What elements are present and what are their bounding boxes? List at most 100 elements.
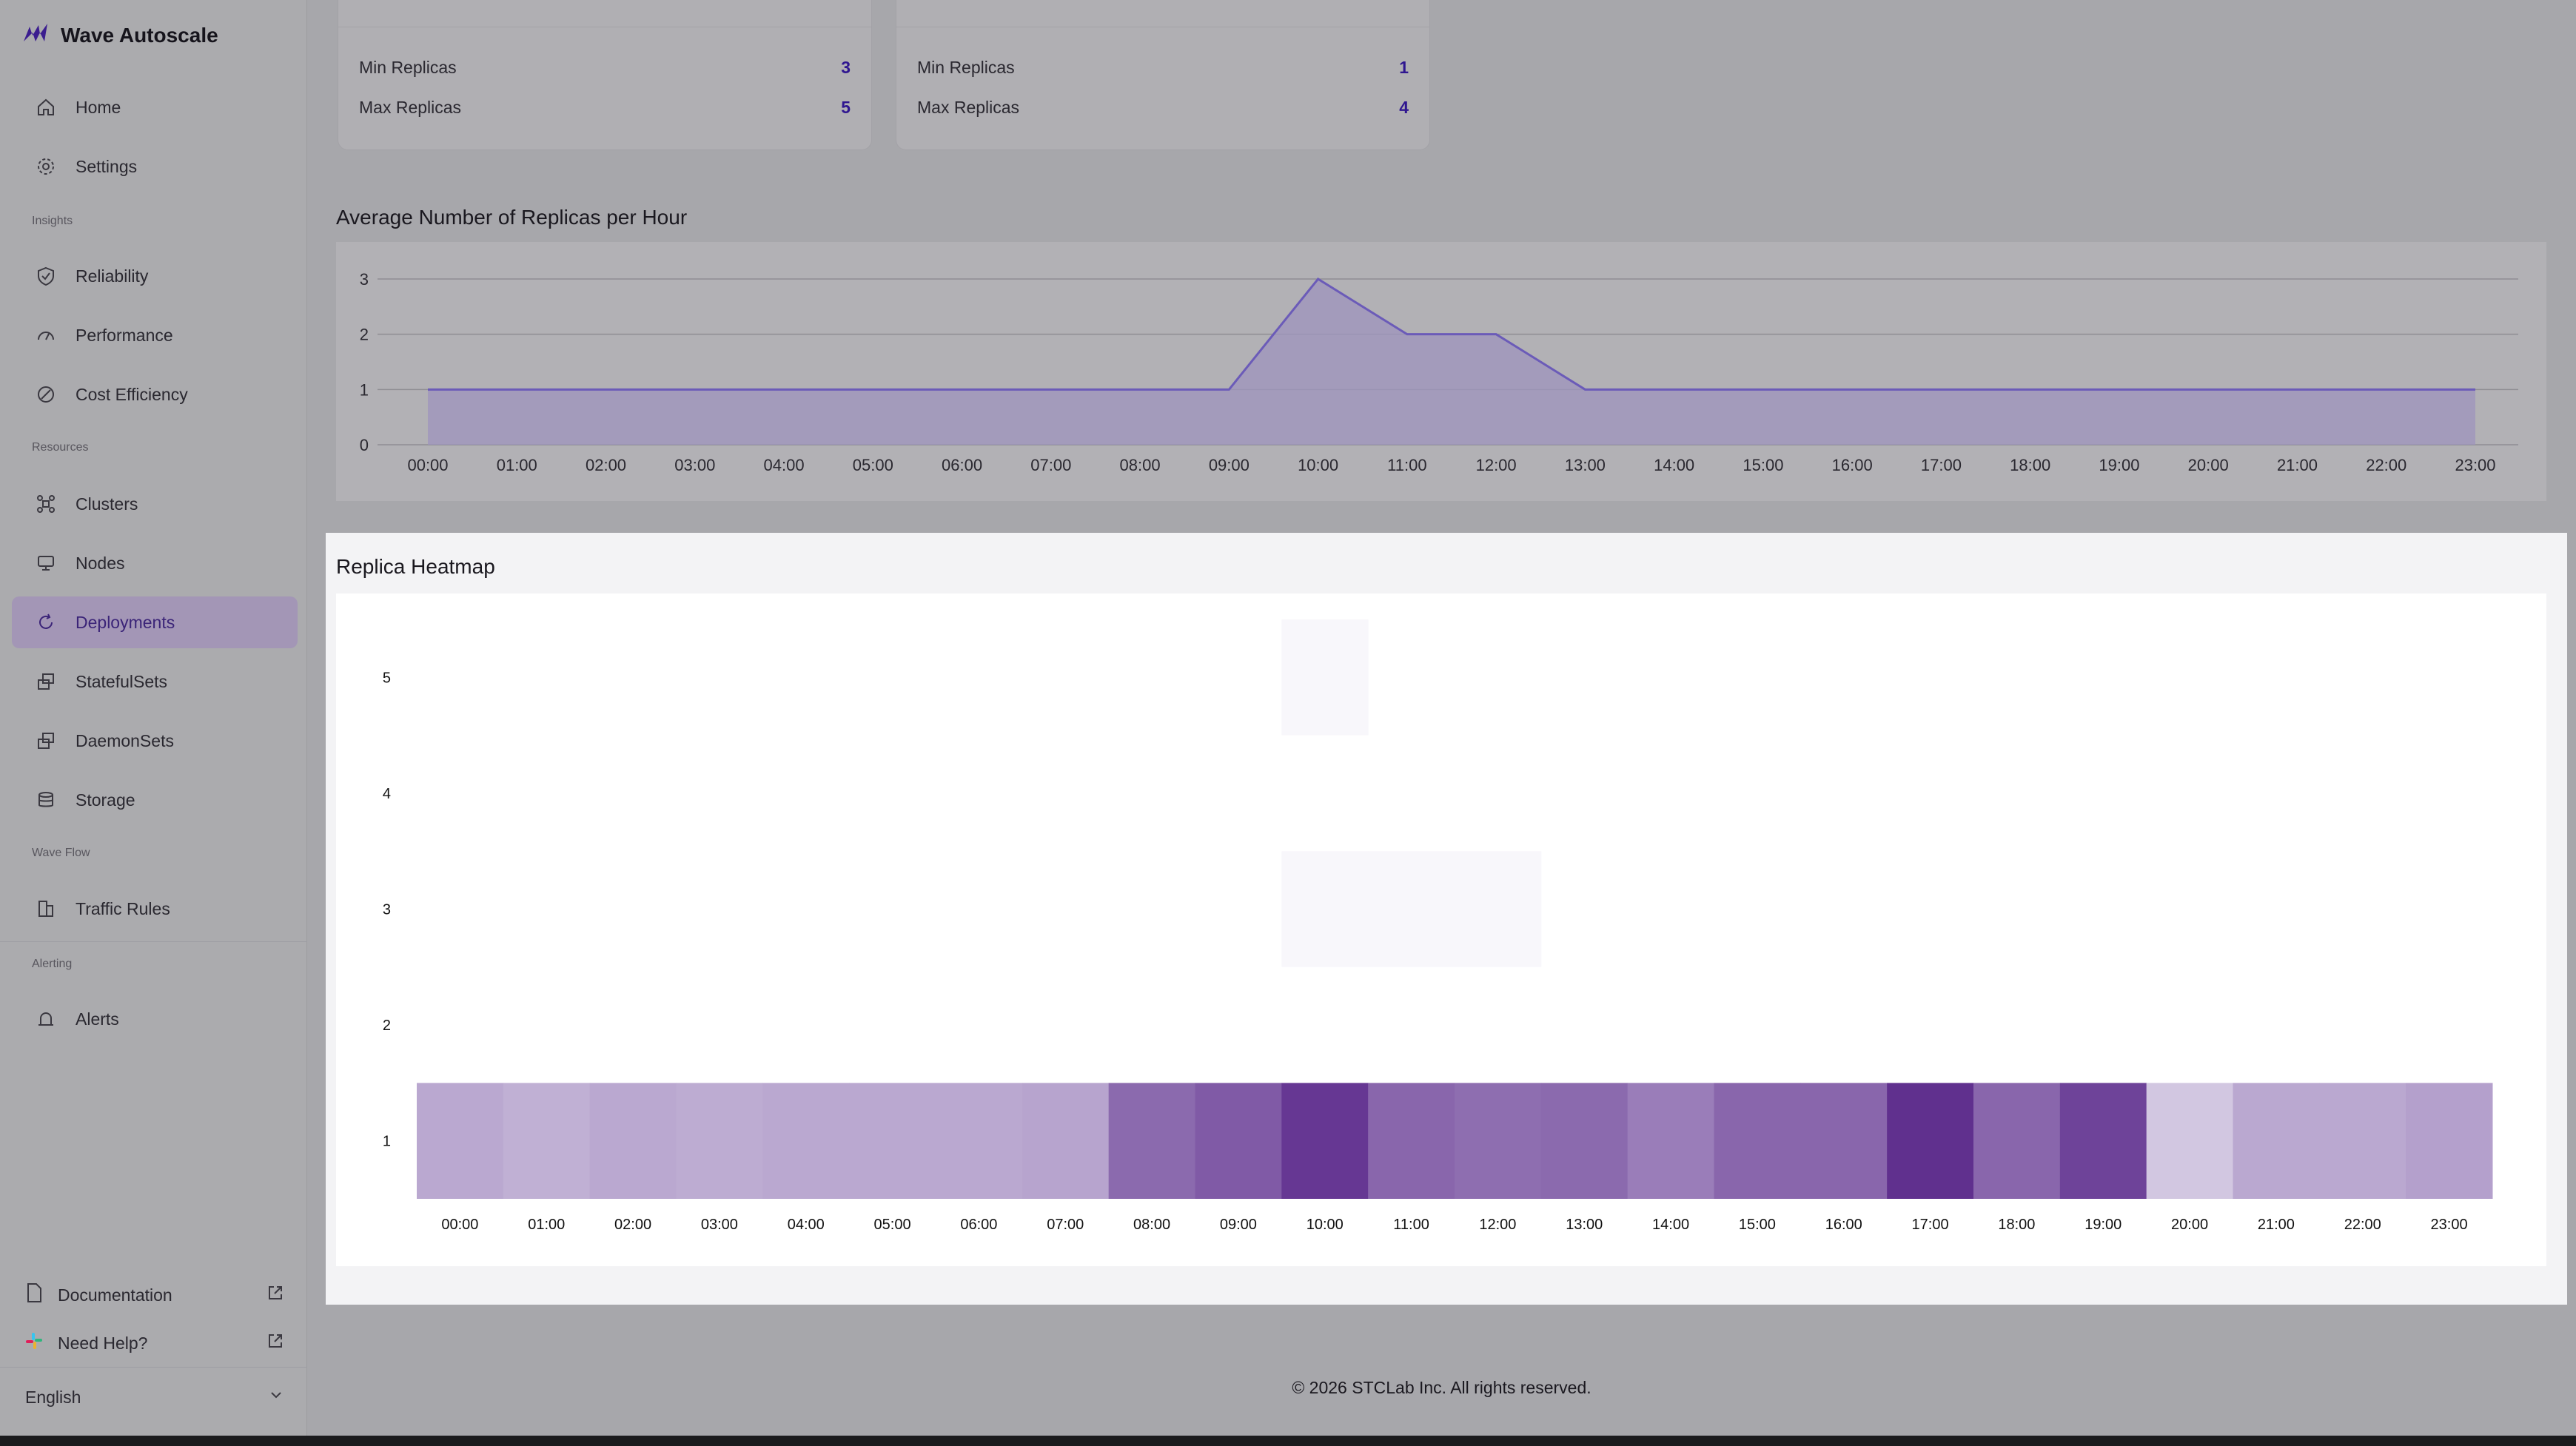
- replica-heatmap-svg: 1 2 3 4 5 00:00 01:00 02:00 03:00 04:00 05:00 06:00…: [383, 619, 2493, 1233]
- heatmap-x-label: 16:00: [1825, 1217, 1862, 1233]
- sidebar-item-clusters[interactable]: Clusters: [12, 478, 298, 530]
- heatmap-x-label: 00:00: [441, 1217, 478, 1233]
- sidebar-item-label: Traffic Rules: [76, 898, 170, 918]
- sidebar-item-storage[interactable]: Storage: [12, 774, 298, 826]
- heatmap-cell: [1973, 1083, 2061, 1199]
- stack-icon: [34, 729, 58, 753]
- heatmap-x-label: 17:00: [1912, 1217, 1949, 1233]
- sidebar-item-reliability[interactable]: Reliability: [12, 250, 298, 302]
- gear-icon: [34, 155, 58, 178]
- max-replicas-value: 4: [1399, 98, 1409, 117]
- heatmap-cell: [1022, 1083, 1110, 1199]
- sidebar-item-label: Clusters: [76, 494, 138, 514]
- language-select[interactable]: English: [25, 1387, 284, 1408]
- gauge-icon: [34, 323, 58, 347]
- traffic-icon: [34, 897, 58, 921]
- heatmap-cell: [1800, 1083, 1888, 1199]
- x-tick-label: 00:00: [407, 456, 448, 474]
- heatmap-x-label: 11:00: [1393, 1217, 1429, 1233]
- max-replicas-label: Max Replicas: [917, 98, 1020, 117]
- x-tick-label: 03:00: [674, 456, 715, 474]
- x-tick-label: 15:00: [1743, 456, 1783, 474]
- section-label-resources: Resources: [32, 441, 89, 454]
- heatmap-cell: [1455, 851, 1542, 967]
- heatmap-y-label: 4: [383, 786, 391, 802]
- heatmap-y-label: 5: [383, 670, 391, 686]
- sidebar-item-label: DaemonSets: [76, 730, 174, 750]
- x-tick-label: 14:00: [1654, 456, 1694, 474]
- app-name: Wave Autoscale: [61, 23, 218, 47]
- heatmap-cell: [1281, 619, 1369, 736]
- sidebar-item-home[interactable]: Home: [12, 81, 298, 133]
- sidebar-item-statefulsets[interactable]: StatefulSets: [12, 656, 298, 707]
- sidebar-item-label: Cost Efficiency: [76, 384, 188, 404]
- section-label-insights: Insights: [32, 215, 73, 227]
- heatmap-x-label: 01:00: [528, 1217, 565, 1233]
- heatmap-x-label: 03:00: [701, 1217, 738, 1233]
- x-tick-label: 19:00: [2099, 456, 2139, 474]
- heatmap-cell: [589, 1083, 677, 1199]
- slack-icon: [25, 1332, 43, 1354]
- x-tick-label: 07:00: [1030, 456, 1071, 474]
- sidebar-item-traffic-rules[interactable]: Traffic Rules: [12, 883, 298, 935]
- replica-card: Min Replicas 1 Max Replicas 4: [896, 0, 1430, 150]
- heatmap-x-label: 04:00: [788, 1217, 825, 1233]
- heatmap-x-label: 12:00: [1479, 1217, 1516, 1233]
- server-icon: [34, 551, 58, 575]
- sidebar: Wave Autoscale Home Settings Insights Re…: [0, 0, 307, 1436]
- sidebar-item-nodes[interactable]: Nodes: [12, 537, 298, 589]
- heatmap-cell: [2059, 1083, 2147, 1199]
- heatmap-x-label: 15:00: [1739, 1217, 1776, 1233]
- sidebar-item-alerts[interactable]: Alerts: [12, 993, 298, 1045]
- heatmap-cell: [1281, 1083, 1369, 1199]
- replica-heatmap-title: Replica Heatmap: [336, 555, 495, 578]
- heatmap-y-label: 3: [383, 902, 391, 918]
- heatmap-cell: [2233, 1083, 2320, 1199]
- sidebar-item-label: Storage: [76, 790, 135, 810]
- sidebar-divider: [0, 941, 307, 942]
- need-help-link[interactable]: Need Help?: [25, 1327, 284, 1359]
- documentation-link[interactable]: Documentation: [25, 1279, 284, 1311]
- min-replicas-value: 1: [1399, 58, 1409, 77]
- avg-replicas-chart-title: Average Number of Replicas per Hour: [336, 206, 688, 229]
- sidebar-divider: [0, 1367, 307, 1368]
- x-tick-label: 12:00: [1476, 456, 1517, 474]
- heatmap-cell: [1540, 1083, 1629, 1199]
- y-tick-label: 2: [360, 326, 369, 344]
- max-replicas-row: Max Replicas 5: [359, 98, 851, 118]
- heatmap-cell: [2406, 1083, 2493, 1199]
- x-tick-label: 04:00: [764, 456, 805, 474]
- heatmap-x-label: 07:00: [1047, 1217, 1084, 1233]
- x-tick-label: 18:00: [2010, 456, 2050, 474]
- heatmap-cell: [503, 1083, 591, 1199]
- heatmap-x-label: 05:00: [874, 1217, 911, 1233]
- heatmap-cell: [936, 1083, 1023, 1199]
- heatmap-x-label: 23:00: [2431, 1217, 2468, 1233]
- sidebar-item-performance[interactable]: Performance: [12, 309, 298, 361]
- sidebar-item-deployments[interactable]: Deployments: [12, 596, 298, 648]
- avg-replicas-chart-svg: 0 1 2 3 00:00 01:00 02:00 03:00 04:00 05:00 06:00 0…: [360, 270, 2518, 474]
- section-label-alerting: Alerting: [32, 958, 73, 970]
- sidebar-item-label: StatefulSets: [76, 671, 168, 691]
- sidebar-item-label: Settings: [76, 156, 138, 176]
- sidebar-item-cost-efficiency[interactable]: Cost Efficiency: [12, 369, 298, 420]
- sidebar-item-settings[interactable]: Settings: [12, 141, 298, 192]
- heatmap-y-label: 2: [383, 1018, 391, 1034]
- sidebar-item-daemonsets[interactable]: DaemonSets: [12, 715, 298, 767]
- series-line: [428, 278, 2475, 391]
- heatmap-x-label: 21:00: [2258, 1217, 2295, 1233]
- replica-heatmap: 1 2 3 4 5 00:00 01:00 02:00 03:00 04:00 05:00 06:00…: [336, 593, 2546, 1266]
- brand[interactable]: Wave Autoscale: [22, 22, 218, 48]
- x-tick-label: 23:00: [2455, 456, 2495, 474]
- heatmap-cell: [1714, 1083, 1801, 1199]
- heatmap-cell: [2146, 1083, 2233, 1199]
- max-replicas-value: 5: [841, 98, 851, 117]
- min-replicas-label: Min Replicas: [917, 58, 1015, 77]
- external-link-icon: [266, 1332, 284, 1354]
- window-bottom-bar: [0, 1436, 2576, 1446]
- heatmap-cell: [1627, 1083, 1714, 1199]
- document-icon: [25, 1282, 43, 1308]
- max-replicas-row: Max Replicas 4: [917, 98, 1409, 118]
- sidebar-item-label: Nodes: [76, 553, 125, 573]
- external-link-icon: [266, 1284, 284, 1306]
